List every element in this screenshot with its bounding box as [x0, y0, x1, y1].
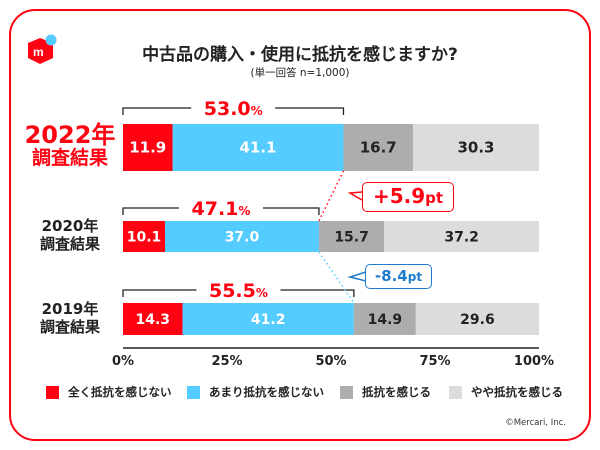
bar-segment — [412, 124, 539, 171]
bar-segment — [182, 303, 354, 335]
callout-pointer — [347, 191, 363, 201]
data-label: 15.7 — [334, 230, 369, 246]
bar-segment — [123, 303, 183, 335]
callout-pointer — [347, 271, 367, 282]
year-label: 2022年 — [24, 121, 116, 149]
bracket-total-label: 47.1% — [192, 198, 251, 220]
callout-decrease: -8.4pt — [365, 264, 432, 289]
legend-label: やや抵抗を感じる — [471, 385, 563, 399]
callout-increase: +5.9pt — [362, 182, 454, 212]
data-label: 41.1 — [239, 139, 276, 157]
legend-swatch — [187, 385, 200, 399]
bar-segment — [318, 221, 385, 252]
data-label: 16.7 — [360, 139, 397, 157]
year-label: 2019年 — [41, 300, 99, 318]
legend-label: 抵抗を感じる — [362, 385, 431, 399]
sub-label: 調査結果 — [31, 147, 108, 170]
data-label: 37.0 — [225, 230, 260, 246]
bracket — [122, 107, 345, 115]
data-label: 41.2 — [251, 312, 286, 328]
bar-segment — [353, 303, 416, 335]
bar-segment — [384, 221, 539, 252]
data-label: 14.9 — [368, 312, 403, 328]
bracket-total-label: 53.0% — [204, 98, 263, 120]
legend-item: あまり抵抗を感じない — [187, 384, 324, 400]
legend-label: あまり抵抗を感じない — [209, 385, 324, 399]
bar-segment — [172, 124, 344, 171]
legend-item: 全く抵抗を感じない — [46, 384, 172, 400]
legend-swatch — [449, 385, 462, 399]
connector-line — [318, 251, 355, 304]
legend-label: 全く抵抗を感じない — [68, 385, 172, 399]
data-label: 37.2 — [444, 230, 479, 246]
bracket — [122, 207, 320, 215]
category-label-2022: 2022年 調査結果 — [20, 122, 120, 169]
x-tick: 25% — [211, 354, 243, 369]
category-label-2020: 2020年 調査結果 — [20, 218, 120, 252]
legend-swatch — [46, 385, 59, 399]
card-frame — [9, 9, 591, 441]
bracket-total-label: 55.5% — [209, 280, 268, 302]
chart-title: 中古品の購入・使用に抵抗を感じますか? — [142, 45, 458, 65]
bar-segment — [123, 221, 166, 252]
bracket — [122, 289, 355, 297]
legend-item: やや抵抗を感じる — [449, 384, 563, 400]
svg-text:m: m — [33, 45, 44, 59]
connector-line — [318, 170, 345, 222]
bar-segment — [415, 303, 539, 335]
bar-segment — [123, 124, 173, 171]
x-tick: 100% — [513, 354, 555, 369]
data-label: 29.6 — [460, 312, 495, 328]
bar-segment — [343, 124, 413, 171]
category-label-2019: 2019年 調査結果 — [20, 301, 120, 335]
bar-segment — [165, 221, 319, 252]
x-tick: 0% — [111, 354, 135, 369]
x-tick: 75% — [419, 354, 451, 369]
copyright: ©Mercari, Inc. — [505, 418, 566, 428]
data-label: 30.3 — [457, 139, 494, 157]
data-label: 10.1 — [127, 230, 162, 246]
year-label: 2020年 — [41, 217, 99, 235]
data-label: 11.9 — [129, 139, 166, 157]
chart-subtitle: (単一回答 n=1,000) — [250, 67, 350, 79]
x-tick: 50% — [315, 354, 347, 369]
sub-label: 調査結果 — [39, 234, 100, 253]
sub-label: 調査結果 — [39, 317, 100, 336]
data-label: 14.3 — [135, 312, 170, 328]
legend-swatch — [340, 385, 353, 399]
mercari-logo: m — [28, 34, 57, 64]
legend-item: 抵抗を感じる — [340, 384, 431, 400]
